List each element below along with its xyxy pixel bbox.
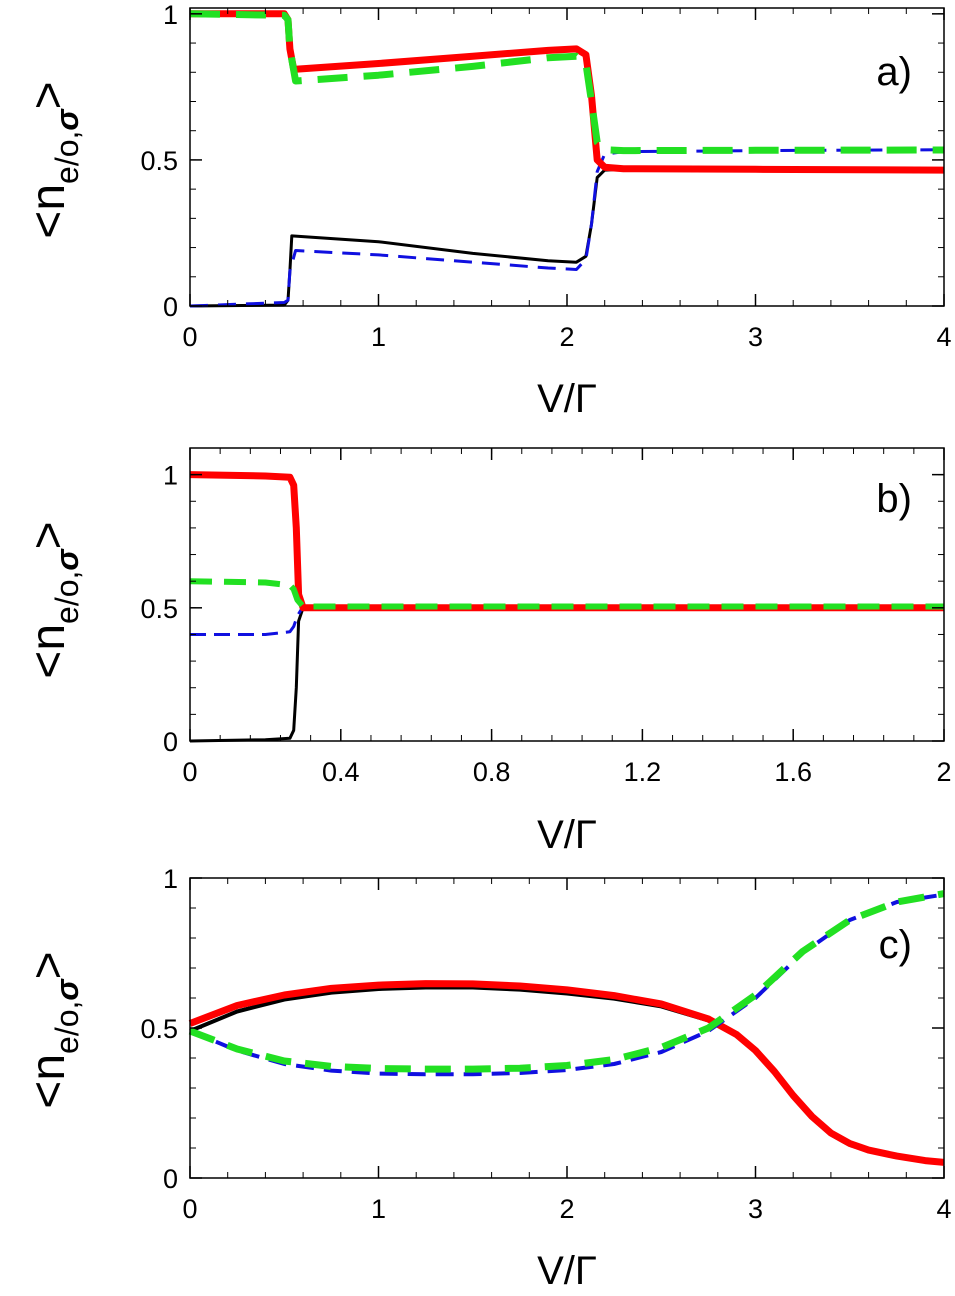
panel-a-xtick-label: 4 [936,322,951,352]
panel-a-ylabel-suffix: > [22,81,75,109]
panel-a-series-0 [189,167,945,308]
panel-a-series-2 [190,10,945,174]
panel-c-xlabel: V/Γ [537,1249,597,1293]
panel-c-ytick-label: 0.5 [140,1014,178,1044]
panel-a-ylabel-prefix: <n [22,184,75,239]
panel-b-ytick-label: 1 [163,461,178,491]
panel-c-ytick-label: 0 [163,1164,178,1194]
panel-b-ylabel-sigma: σ [49,548,85,571]
panel-c-ylabel-sigma: σ [49,978,85,1001]
panel-b-frame [189,447,945,742]
panel-b: 0 0.4 0.8 1.2 1.6 2 0 0.5 1 b) V/Γ <ne/o,σ> [22,447,952,857]
panel-a-xtick-label: 3 [748,322,763,352]
panel-b-xtick-label: 0 [182,757,197,787]
panel-b-xtick-label: 1.2 [624,757,662,787]
panel-a-series [189,10,945,308]
panel-a-xlabel: V/Γ [537,377,597,421]
panel-c-series-3 [188,890,945,1073]
panel-a-tag: a) [876,50,912,94]
panel-b-ticks: 0 0.4 0.8 1.2 1.6 2 0 0.5 1 [140,447,952,787]
panel-b-series-2 [189,471,944,612]
panel-b-series-3 [189,578,944,610]
panel-b-xtick-label: 1.6 [774,757,812,787]
panel-c: 0 1 2 3 4 0 0.5 1 c) V/Γ <ne/o,σ> [22,864,952,1293]
panel-a-ylabel-subscript: e/o, [49,131,85,184]
panel-b-xtick-label: 0.8 [473,757,511,787]
panel-b-ytick-label: 0.5 [140,594,178,624]
panel-b-series [189,471,944,743]
panel-a-ylabel-sigma: σ [49,108,85,131]
panel-c-ylabel: <ne/o,σ> [22,951,85,1108]
panel-b-xlabel: V/Γ [537,813,597,857]
panel-c-tag: c) [879,923,912,967]
panel-a-xtick-label: 0 [182,322,197,352]
panel-a: 0 1 2 3 4 0 0.5 1 a) V/Γ <ne/o,σ> [22,0,952,421]
panel-b-ylabel-suffix: > [22,521,75,549]
panel-b-ylabel-subscript: e/o, [49,571,85,624]
panel-c-xtick-label: 3 [748,1194,763,1224]
panel-b-ylabel: <ne/o,σ> [22,521,85,678]
panel-c-ylabel-prefix: <n [22,1054,75,1109]
panel-c-ticks: 0 1 2 3 4 0 0.5 1 [140,864,951,1224]
panel-b-xtick-label: 2 [936,757,951,787]
panel-a-series-1 [189,148,945,308]
panel-a-ytick-label: 0 [163,292,178,322]
panel-b-series-0 [189,606,944,743]
panel-c-series-2 [189,892,945,1077]
panel-c-xtick-label: 0 [182,1194,197,1224]
panel-c-series-1 [188,980,945,1166]
panel-a-ylabel: <ne/o,σ> [22,81,85,238]
panel-a-ytick-label: 0.5 [140,146,178,176]
panel-a-ytick-label: 1 [163,0,178,30]
panel-b-ytick-label: 0 [163,727,178,757]
panel-a-ticks: 0 1 2 3 4 0 0.5 1 [140,0,951,352]
panel-a-xtick-label: 1 [371,322,386,352]
panel-a-xtick-label: 2 [559,322,574,352]
panel-b-tag: b) [876,477,912,521]
panel-c-xtick-label: 2 [559,1194,574,1224]
panel-c-ytick-label: 1 [163,864,178,894]
panel-c-ylabel-subscript: e/o, [49,1001,85,1054]
panel-b-ylabel-prefix: <n [22,624,75,679]
panel-c-xtick-label: 1 [371,1194,386,1224]
panel-c-ylabel-suffix: > [22,951,75,979]
panel-b-xtick-label: 0.4 [322,757,360,787]
panel-c-xtick-label: 4 [936,1194,951,1224]
panel-c-series [188,890,945,1166]
panel-a-series-3 [189,10,945,155]
